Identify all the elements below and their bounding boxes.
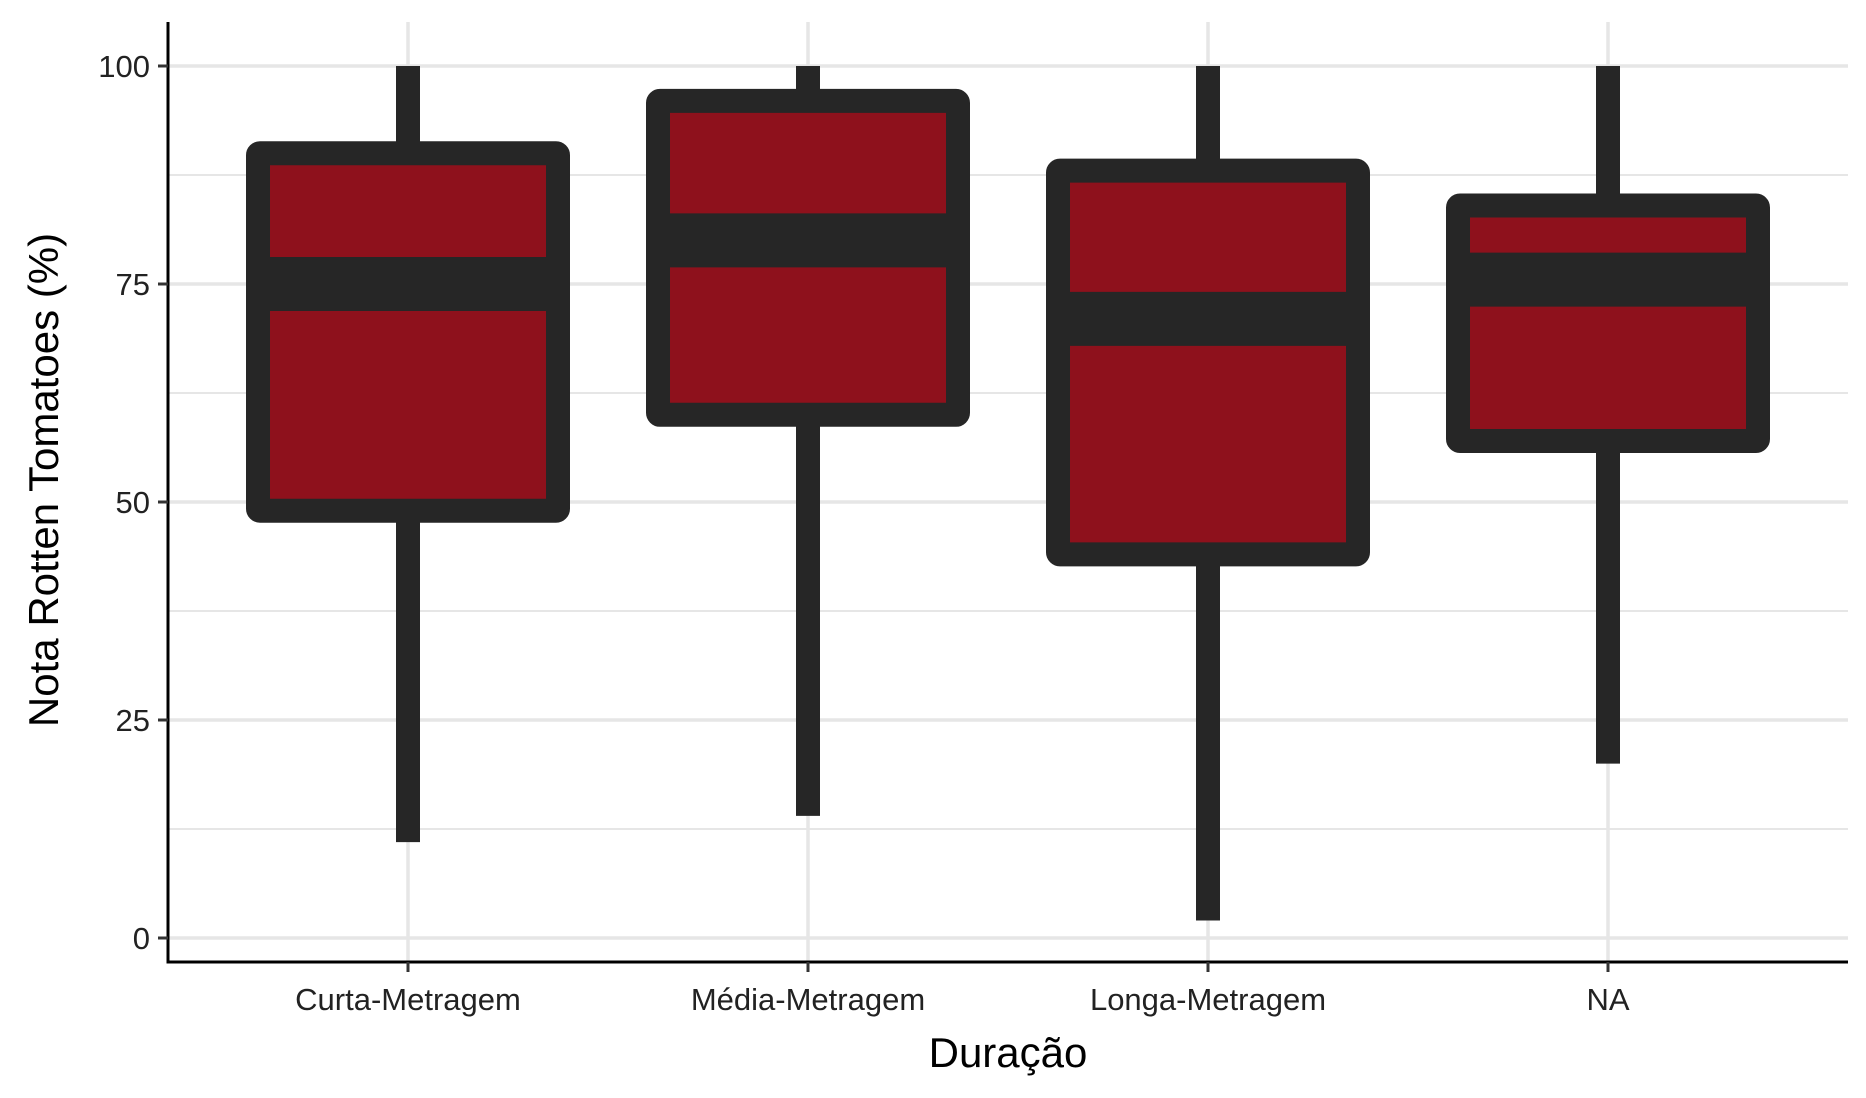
boxes bbox=[246, 66, 1770, 921]
x-tick-label: Curta-Metragem bbox=[295, 982, 521, 1017]
box-m-dia-metragem bbox=[646, 66, 970, 816]
y-axis-title: Nota Rotten Tomatoes (%) bbox=[20, 233, 67, 727]
x-axis-title: Duração bbox=[929, 1029, 1088, 1076]
x-tick-label: Longa-Metragem bbox=[1090, 982, 1326, 1017]
box-longa-metragem bbox=[1046, 66, 1370, 921]
box-iqr bbox=[246, 141, 570, 523]
y-tick-label: 75 bbox=[116, 267, 150, 302]
x-tick-label: NA bbox=[1586, 982, 1629, 1017]
y-tick-label: 0 bbox=[133, 921, 150, 956]
x-tick-label: Média-Metragem bbox=[691, 982, 925, 1017]
x-tick-labels: Curta-Metragem Média-Metragem Longa-Metrag… bbox=[295, 962, 1630, 1017]
y-tick-label: 100 bbox=[98, 49, 150, 84]
box-iqr bbox=[1046, 158, 1370, 567]
box-curta-metragem bbox=[246, 66, 570, 843]
box-na bbox=[1446, 66, 1770, 764]
y-tick-labels: 0 25 50 75 100 bbox=[98, 49, 168, 956]
box-iqr bbox=[1446, 193, 1770, 453]
y-tick-label: 50 bbox=[116, 485, 150, 520]
axes bbox=[166, 22, 1848, 964]
y-tick-label: 25 bbox=[116, 703, 150, 738]
